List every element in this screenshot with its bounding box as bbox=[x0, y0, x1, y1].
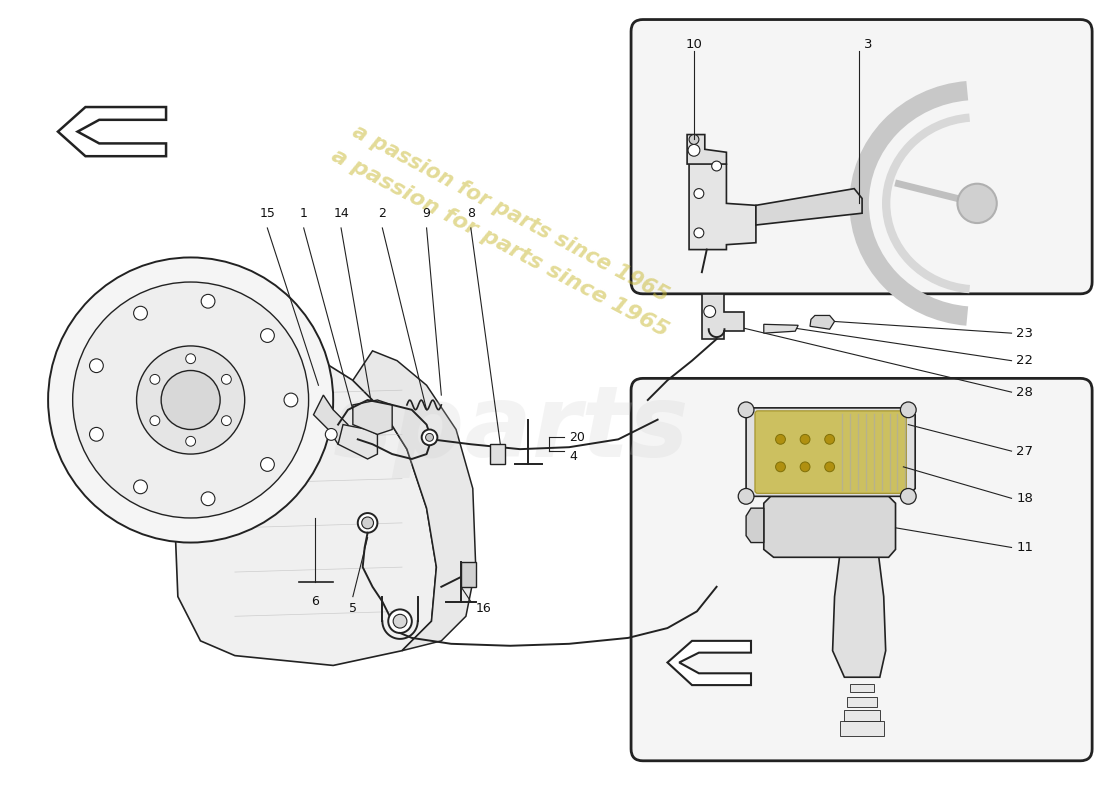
Polygon shape bbox=[847, 697, 877, 706]
Polygon shape bbox=[756, 189, 862, 225]
Circle shape bbox=[221, 416, 231, 426]
Circle shape bbox=[825, 462, 835, 472]
Circle shape bbox=[221, 374, 231, 384]
Polygon shape bbox=[338, 425, 377, 459]
Text: 6: 6 bbox=[311, 595, 319, 608]
Polygon shape bbox=[833, 523, 886, 678]
Text: 20: 20 bbox=[569, 431, 585, 444]
Circle shape bbox=[426, 434, 433, 442]
Circle shape bbox=[326, 429, 337, 440]
Text: 9: 9 bbox=[422, 206, 430, 220]
Text: 22: 22 bbox=[1016, 354, 1033, 367]
Circle shape bbox=[89, 427, 103, 441]
Text: 28: 28 bbox=[1016, 386, 1033, 398]
Polygon shape bbox=[746, 508, 763, 542]
Circle shape bbox=[776, 434, 785, 444]
Text: 8: 8 bbox=[466, 206, 475, 220]
Circle shape bbox=[901, 489, 916, 504]
Polygon shape bbox=[850, 684, 873, 692]
Polygon shape bbox=[763, 496, 895, 558]
Polygon shape bbox=[461, 562, 475, 586]
Circle shape bbox=[694, 228, 704, 238]
Polygon shape bbox=[688, 134, 726, 164]
Circle shape bbox=[388, 610, 411, 633]
Circle shape bbox=[738, 402, 754, 418]
Circle shape bbox=[150, 374, 160, 384]
Text: 11: 11 bbox=[1016, 541, 1033, 554]
Circle shape bbox=[284, 393, 298, 407]
Circle shape bbox=[421, 430, 438, 446]
Text: 1: 1 bbox=[300, 206, 308, 220]
Circle shape bbox=[825, 434, 835, 444]
Circle shape bbox=[261, 458, 274, 471]
Polygon shape bbox=[689, 156, 756, 250]
Circle shape bbox=[73, 282, 309, 518]
Polygon shape bbox=[58, 107, 166, 156]
Circle shape bbox=[694, 189, 704, 198]
Polygon shape bbox=[353, 351, 475, 650]
Text: 5: 5 bbox=[349, 602, 356, 615]
Polygon shape bbox=[840, 722, 883, 736]
Text: 27: 27 bbox=[1016, 445, 1033, 458]
Circle shape bbox=[201, 492, 214, 506]
Circle shape bbox=[161, 370, 220, 430]
Circle shape bbox=[89, 359, 103, 373]
Polygon shape bbox=[491, 444, 505, 464]
Polygon shape bbox=[314, 395, 348, 444]
Circle shape bbox=[689, 144, 700, 156]
Polygon shape bbox=[845, 710, 880, 722]
Polygon shape bbox=[702, 294, 744, 339]
Circle shape bbox=[393, 614, 407, 628]
Text: 18: 18 bbox=[1016, 492, 1033, 505]
Circle shape bbox=[186, 354, 196, 364]
Circle shape bbox=[186, 436, 196, 446]
Circle shape bbox=[901, 402, 916, 418]
Polygon shape bbox=[353, 400, 393, 434]
Circle shape bbox=[800, 462, 810, 472]
Circle shape bbox=[48, 258, 333, 542]
Circle shape bbox=[957, 184, 997, 223]
Circle shape bbox=[150, 416, 160, 426]
Circle shape bbox=[201, 294, 214, 308]
Polygon shape bbox=[763, 324, 799, 333]
Circle shape bbox=[689, 134, 698, 144]
Circle shape bbox=[358, 513, 377, 533]
FancyBboxPatch shape bbox=[631, 378, 1092, 761]
Polygon shape bbox=[170, 336, 437, 666]
Text: a passion for parts since 1965: a passion for parts since 1965 bbox=[349, 121, 672, 306]
Text: 23: 23 bbox=[1016, 326, 1033, 340]
Circle shape bbox=[362, 517, 374, 529]
Circle shape bbox=[738, 489, 754, 504]
Polygon shape bbox=[746, 408, 915, 496]
Circle shape bbox=[136, 346, 244, 454]
Text: 16: 16 bbox=[475, 602, 492, 615]
Circle shape bbox=[133, 306, 147, 320]
Circle shape bbox=[133, 480, 147, 494]
Text: 10: 10 bbox=[685, 38, 703, 50]
Text: 14: 14 bbox=[333, 206, 349, 220]
Polygon shape bbox=[668, 641, 751, 685]
Text: 2: 2 bbox=[378, 206, 386, 220]
Circle shape bbox=[261, 329, 274, 342]
Text: 3: 3 bbox=[865, 38, 872, 50]
Circle shape bbox=[704, 306, 716, 318]
FancyBboxPatch shape bbox=[755, 411, 906, 494]
Text: a passion for parts since 1965: a passion for parts since 1965 bbox=[329, 145, 672, 341]
Text: 4: 4 bbox=[569, 450, 578, 462]
Circle shape bbox=[776, 462, 785, 472]
Circle shape bbox=[712, 161, 722, 171]
FancyBboxPatch shape bbox=[631, 19, 1092, 294]
Text: 15: 15 bbox=[260, 206, 275, 220]
Circle shape bbox=[800, 434, 810, 444]
Polygon shape bbox=[810, 315, 835, 330]
Text: eurosparts: eurosparts bbox=[76, 381, 689, 478]
